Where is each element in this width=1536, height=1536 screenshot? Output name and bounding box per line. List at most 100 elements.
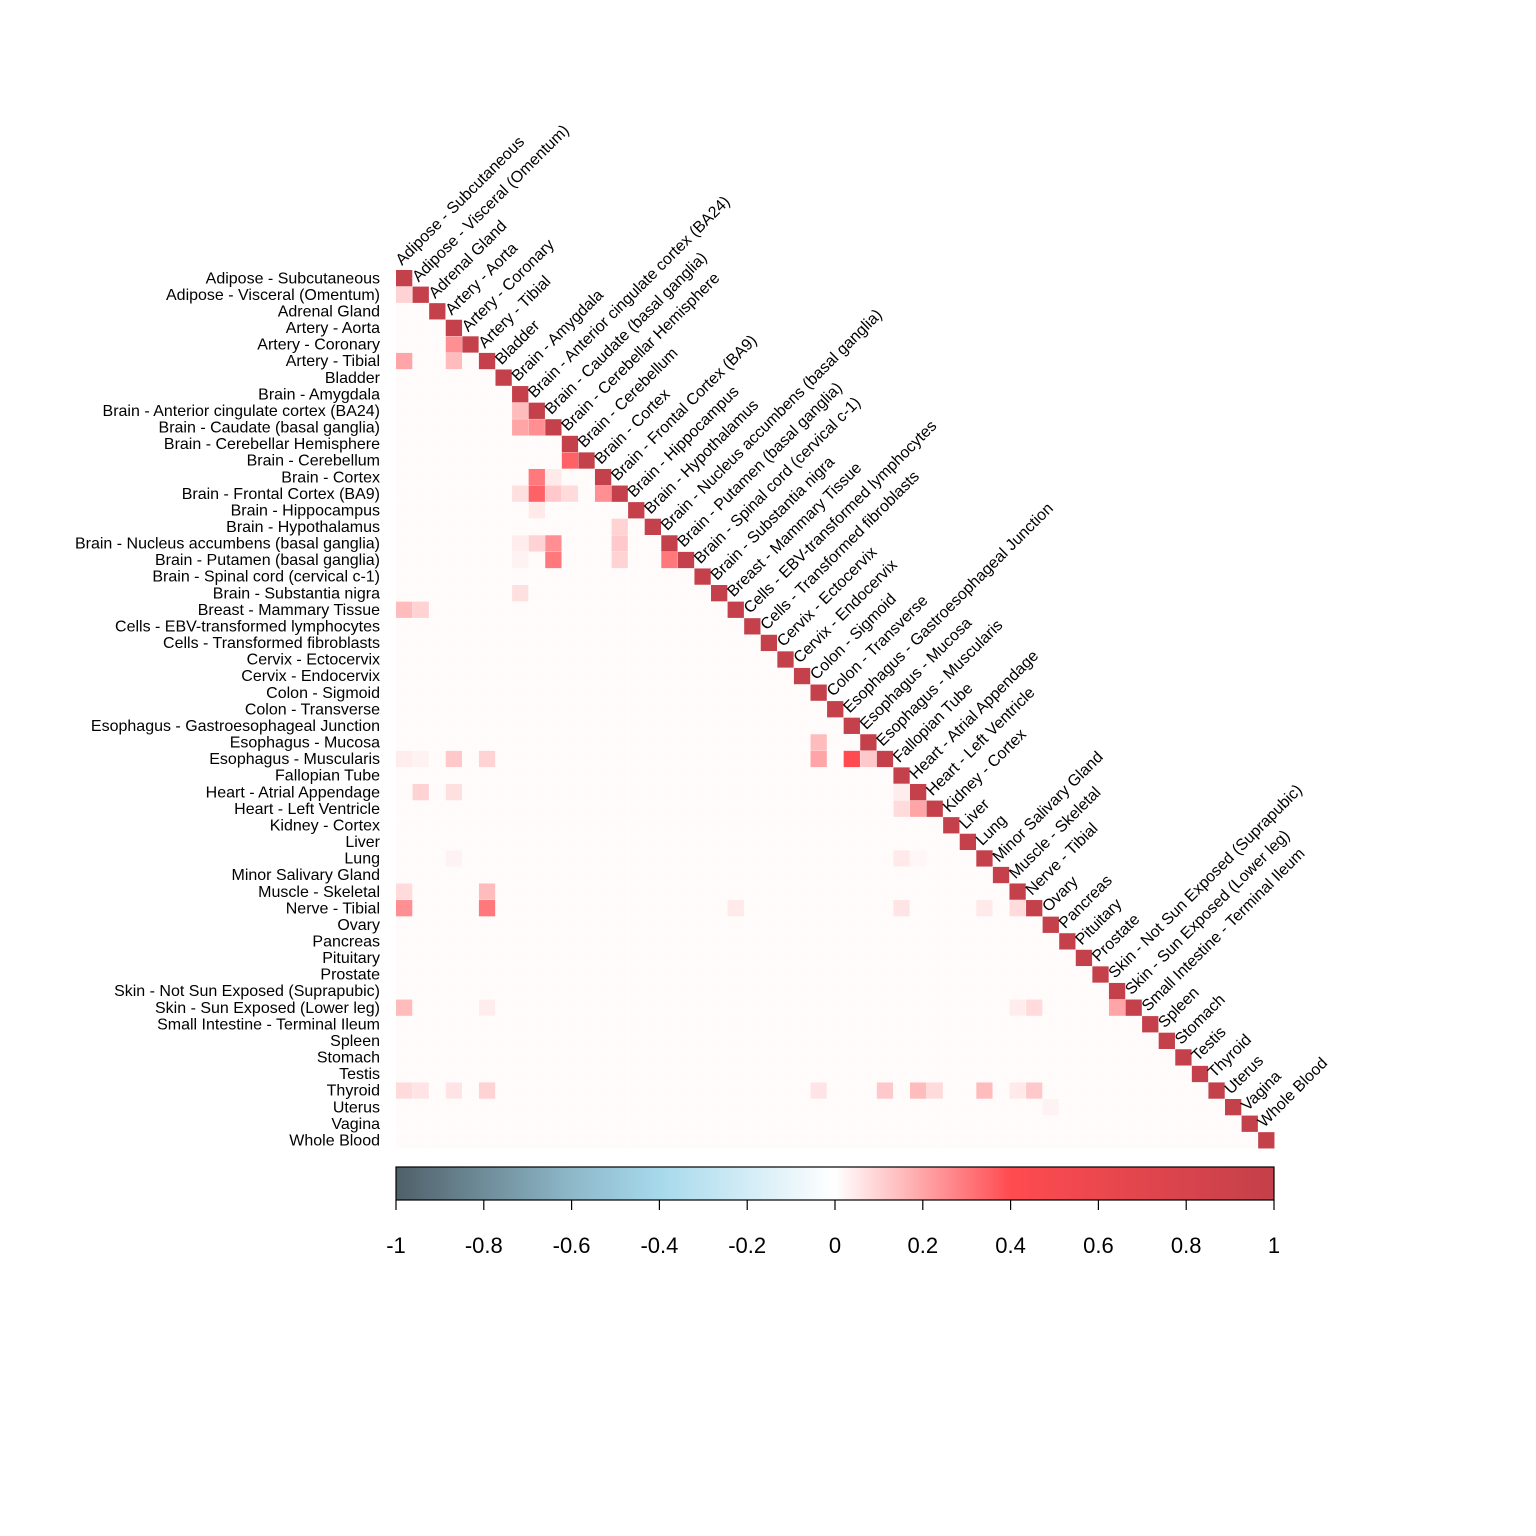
heatmap-cell xyxy=(594,601,612,618)
heatmap-cell xyxy=(445,352,463,370)
heatmap-cell xyxy=(412,485,429,502)
heatmap-cell xyxy=(876,800,894,817)
heatmap-cell xyxy=(860,817,877,834)
colorbar-ticks: -1 -0.8 -0.6 -0.4 -0.2 0 0.2 0.4 0.6 0.8 1 xyxy=(386,1200,1280,1258)
heatmap-cell xyxy=(959,1132,977,1149)
heatmap-cell xyxy=(594,535,612,552)
heatmap-cell xyxy=(429,568,446,585)
heatmap-cell xyxy=(694,982,711,1000)
diagonal-cell xyxy=(429,303,446,320)
heatmap-cell xyxy=(893,982,910,1000)
heatmap-cell xyxy=(611,883,628,900)
heatmap-cell xyxy=(396,701,413,718)
heatmap-cell xyxy=(445,485,463,502)
heatmap-cell xyxy=(694,966,711,983)
heatmap-cell xyxy=(727,982,744,1000)
heatmap-cell xyxy=(528,1099,545,1116)
heatmap-cell xyxy=(1059,999,1076,1016)
heatmap-cell xyxy=(727,900,744,917)
heatmap-cell xyxy=(860,999,877,1016)
heatmap-cell xyxy=(578,1032,595,1049)
heatmap-cell xyxy=(561,502,579,519)
heatmap-cell xyxy=(909,800,927,817)
heatmap-cell xyxy=(561,916,579,933)
heatmap-cell xyxy=(1042,999,1059,1016)
heatmap-cell xyxy=(1026,1032,1043,1049)
row-label: Brain - Frontal Cortex (BA9) xyxy=(182,486,380,503)
heatmap-cells xyxy=(396,270,1275,1149)
heatmap-cell xyxy=(545,999,562,1016)
heatmap-cell xyxy=(594,485,612,502)
heatmap-cell xyxy=(661,800,678,817)
heatmap-cell xyxy=(412,900,429,917)
heatmap-cell xyxy=(661,750,678,768)
heatmap-cell xyxy=(1026,1132,1043,1149)
heatmap-cell xyxy=(396,369,413,386)
heatmap-cell xyxy=(396,783,413,801)
heatmap-cell xyxy=(926,916,943,933)
heatmap-cell xyxy=(512,1115,529,1132)
heatmap-cell xyxy=(495,800,512,817)
heatmap-cell xyxy=(478,1065,496,1083)
heatmap-cell xyxy=(810,783,827,801)
heatmap-cell xyxy=(578,618,595,635)
heatmap-cell xyxy=(561,900,579,917)
heatmap-cell xyxy=(495,1032,512,1049)
heatmap-cell xyxy=(396,568,413,585)
heatmap-cell xyxy=(1108,1049,1126,1066)
heatmap-cell xyxy=(760,949,778,967)
heatmap-cell xyxy=(528,634,545,652)
heatmap-cell xyxy=(412,1049,429,1066)
heatmap-cell xyxy=(445,1049,463,1066)
heatmap-cell xyxy=(462,933,479,950)
heatmap-cell xyxy=(478,866,496,884)
heatmap-cell xyxy=(1175,1065,1192,1083)
heatmap-cell xyxy=(711,684,728,701)
heatmap-cell xyxy=(545,435,562,453)
heatmap-cell xyxy=(644,618,661,635)
heatmap-cell xyxy=(694,767,711,784)
heatmap-cell xyxy=(810,982,827,1000)
heatmap-cell xyxy=(545,618,562,635)
heatmap-cell xyxy=(445,618,463,635)
heatmap-cell xyxy=(445,452,463,469)
heatmap-cell xyxy=(462,601,479,618)
row-label: Muscle - Skeletal xyxy=(258,884,380,901)
heatmap-cell xyxy=(528,667,545,685)
heatmap-cell xyxy=(744,833,761,851)
heatmap-cell xyxy=(412,982,429,1000)
heatmap-cell xyxy=(661,966,678,983)
heatmap-cell xyxy=(1175,1082,1192,1099)
heatmap-cell xyxy=(512,468,529,486)
heatmap-cell xyxy=(429,833,446,851)
heatmap-cell xyxy=(478,502,496,519)
heatmap-cell xyxy=(760,701,778,718)
heatmap-cell xyxy=(561,1016,579,1033)
heatmap-cell xyxy=(462,1032,479,1049)
heatmap-cell xyxy=(793,1082,811,1099)
heatmap-cell xyxy=(1092,1082,1109,1099)
heatmap-cell xyxy=(495,435,512,453)
heatmap-cell xyxy=(412,369,429,386)
heatmap-cell xyxy=(578,568,595,585)
heatmap-cell xyxy=(478,684,496,701)
heatmap-cell xyxy=(677,866,695,884)
heatmap-cell xyxy=(827,933,844,950)
heatmap-cell xyxy=(594,900,612,917)
heatmap-cell xyxy=(512,618,529,635)
heatmap-cell xyxy=(412,783,429,801)
heatmap-cell xyxy=(711,933,728,950)
heatmap-cell xyxy=(1075,966,1093,983)
heatmap-cell xyxy=(561,1132,579,1149)
heatmap-cell xyxy=(594,767,612,784)
heatmap-cell xyxy=(396,336,413,353)
heatmap-cell xyxy=(611,999,628,1016)
heatmap-cell xyxy=(677,1032,695,1049)
row-label: Brain - Spinal cord (cervical c-1) xyxy=(152,569,380,586)
heatmap-cell xyxy=(959,966,977,983)
heatmap-cell xyxy=(396,1132,413,1149)
heatmap-cell xyxy=(694,833,711,851)
heatmap-cell xyxy=(677,750,695,768)
heatmap-cell xyxy=(843,949,860,967)
row-label: Esophagus - Gastroesophageal Junction xyxy=(91,718,380,735)
